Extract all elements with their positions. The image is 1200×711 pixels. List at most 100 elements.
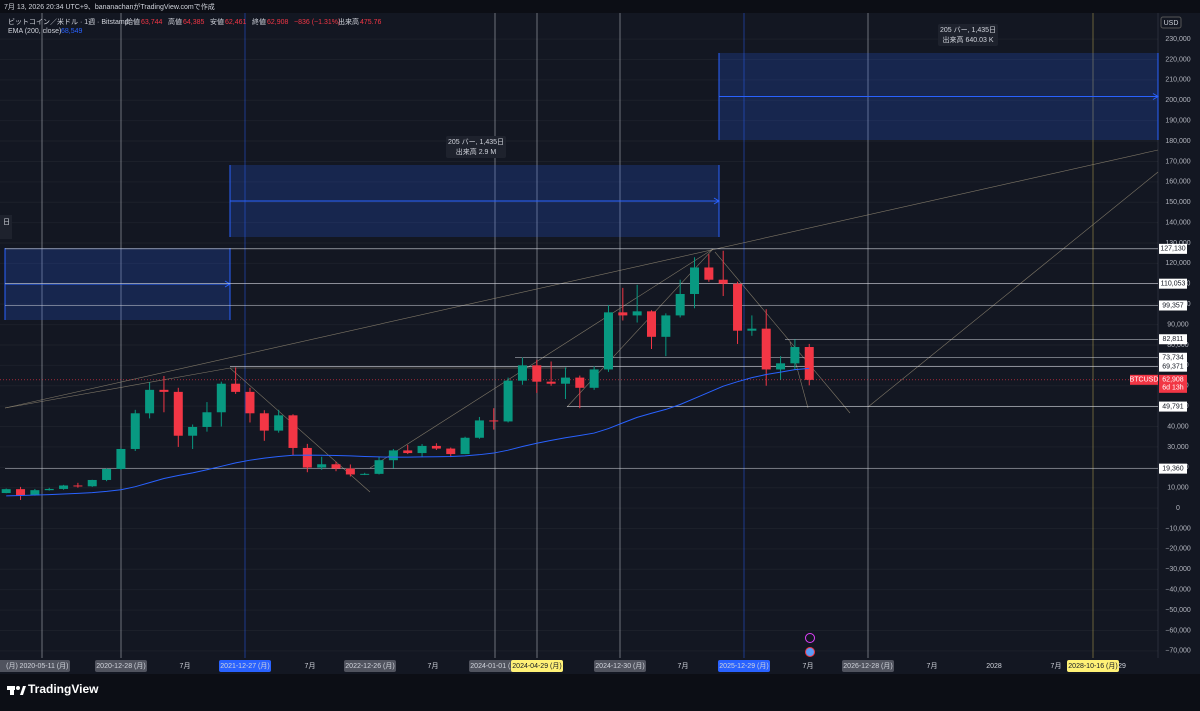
candle-body [388,450,398,461]
candle-body [575,377,585,388]
logo-mark [20,686,26,695]
candle-body [1,489,11,494]
x-tick-label: 7月 [305,662,316,670]
range-bars: 205 バー, 1,435日 [448,138,504,146]
y-tick-label: −60,000 [1165,627,1191,634]
x-label-box [511,660,563,672]
x-label-box [594,660,646,672]
candle-body [173,391,183,436]
candle-body [704,267,714,280]
candle-body [560,377,570,384]
candle-body [503,380,513,422]
range-label-box [446,136,506,158]
x-label-box [95,660,147,672]
candle-body [603,312,613,370]
candle-body [632,311,642,316]
y-tick-label: 30,000 [1167,444,1189,451]
level-label-box [1159,401,1187,412]
logo [7,686,26,695]
x-tick-label: 2024-12-30 (月) [595,662,644,670]
level-label-box [1159,361,1187,372]
event-icon[interactable] [805,633,815,643]
level-label: 19,360 [1162,465,1184,472]
x-tick-label: (月) [6,662,18,670]
y-tick-label: 40,000 [1167,423,1189,430]
event-icon[interactable] [805,647,815,657]
candle-body [202,412,212,427]
symbol: ビットコイン／米ドル · 1週 · Bitstamp [8,17,129,26]
indicator: EMA (200, close) [8,28,61,35]
candle-body [331,464,341,469]
x-tick-label: 2020-12-28 (月) [96,662,145,670]
candle-body [661,315,671,337]
x-tick-label: 7月 [927,662,938,670]
candle-body [546,381,556,384]
x-label-box [219,660,271,672]
candle-body [517,365,527,381]
level-label: 69,371 [1162,363,1184,370]
candle-body [403,450,413,454]
candle-body [302,447,312,468]
y-tick-label: 180,000 [1165,138,1190,145]
change: −836 (−1.31%) [294,19,340,26]
candle-body [489,420,499,422]
candle-body [16,489,26,496]
y-tick-label: 230,000 [1165,36,1190,43]
ohlc-name: 高値 [168,17,182,26]
range-bars: 205 バー, 1,435日 [940,26,996,34]
y-tick-label: 160,000 [1165,179,1190,186]
range-arrow-head [1152,93,1159,100]
level-label: 49,791 [1162,403,1184,410]
candle-body [790,347,800,364]
currency[interactable]: USD [1164,20,1179,27]
candle-body [474,420,484,438]
candle-body [618,312,628,316]
candle-body [274,415,284,431]
currency-box[interactable] [1160,16,1182,29]
y-tick-label: −40,000 [1165,587,1191,594]
y-tick-label: 80,000 [1167,342,1189,349]
level-label-box [1159,463,1187,474]
x-tick-label: 7月 [428,662,439,670]
candle-body [288,415,298,448]
trend-line [714,251,851,414]
candle-body [44,488,54,491]
volume-name: 出来高 [338,17,359,26]
candle-body [317,464,327,468]
cut-label: 日 [3,218,10,226]
candle-body [804,347,814,380]
x-tick-label: 7月 [1051,662,1062,670]
trend-line [4,367,231,409]
candle-body [87,479,97,487]
x-tick-label: 2024-01-01 (月) [470,662,519,670]
x-label-box [842,660,894,672]
level-label-box [1159,352,1187,363]
candle-body [145,389,155,414]
level-label: 73,734 [1162,355,1184,362]
candle-body [647,311,656,337]
y-tick-label: −30,000 [1165,566,1191,573]
x-tick-label: 2028 [986,663,1002,670]
level-label: 99,357 [1162,302,1184,309]
y-tick-label: 200,000 [1165,97,1190,104]
x-label-box [469,660,521,672]
y-tick-label: 140,000 [1165,219,1190,226]
candle-body [589,369,599,388]
y-tick-label: 0 [1176,505,1180,512]
x-label-box [1067,660,1119,672]
x-tick-label: 7月 [678,662,689,670]
candle-body [446,448,456,455]
candle-body [259,413,269,431]
plot-area [0,13,1158,658]
trend-line [4,149,1159,409]
candle-body [733,283,743,331]
x-label-box [18,660,70,672]
brand: TradingView [28,682,99,696]
range-volume: 出来高 640.03 K [943,35,994,44]
y-tick-label: 130,000 [1165,240,1190,247]
level-label: 110,053 [1161,281,1186,288]
y-tick-label: 210,000 [1165,77,1190,84]
candle-body [102,468,112,480]
ohlc-value: 63,744 [141,19,163,26]
